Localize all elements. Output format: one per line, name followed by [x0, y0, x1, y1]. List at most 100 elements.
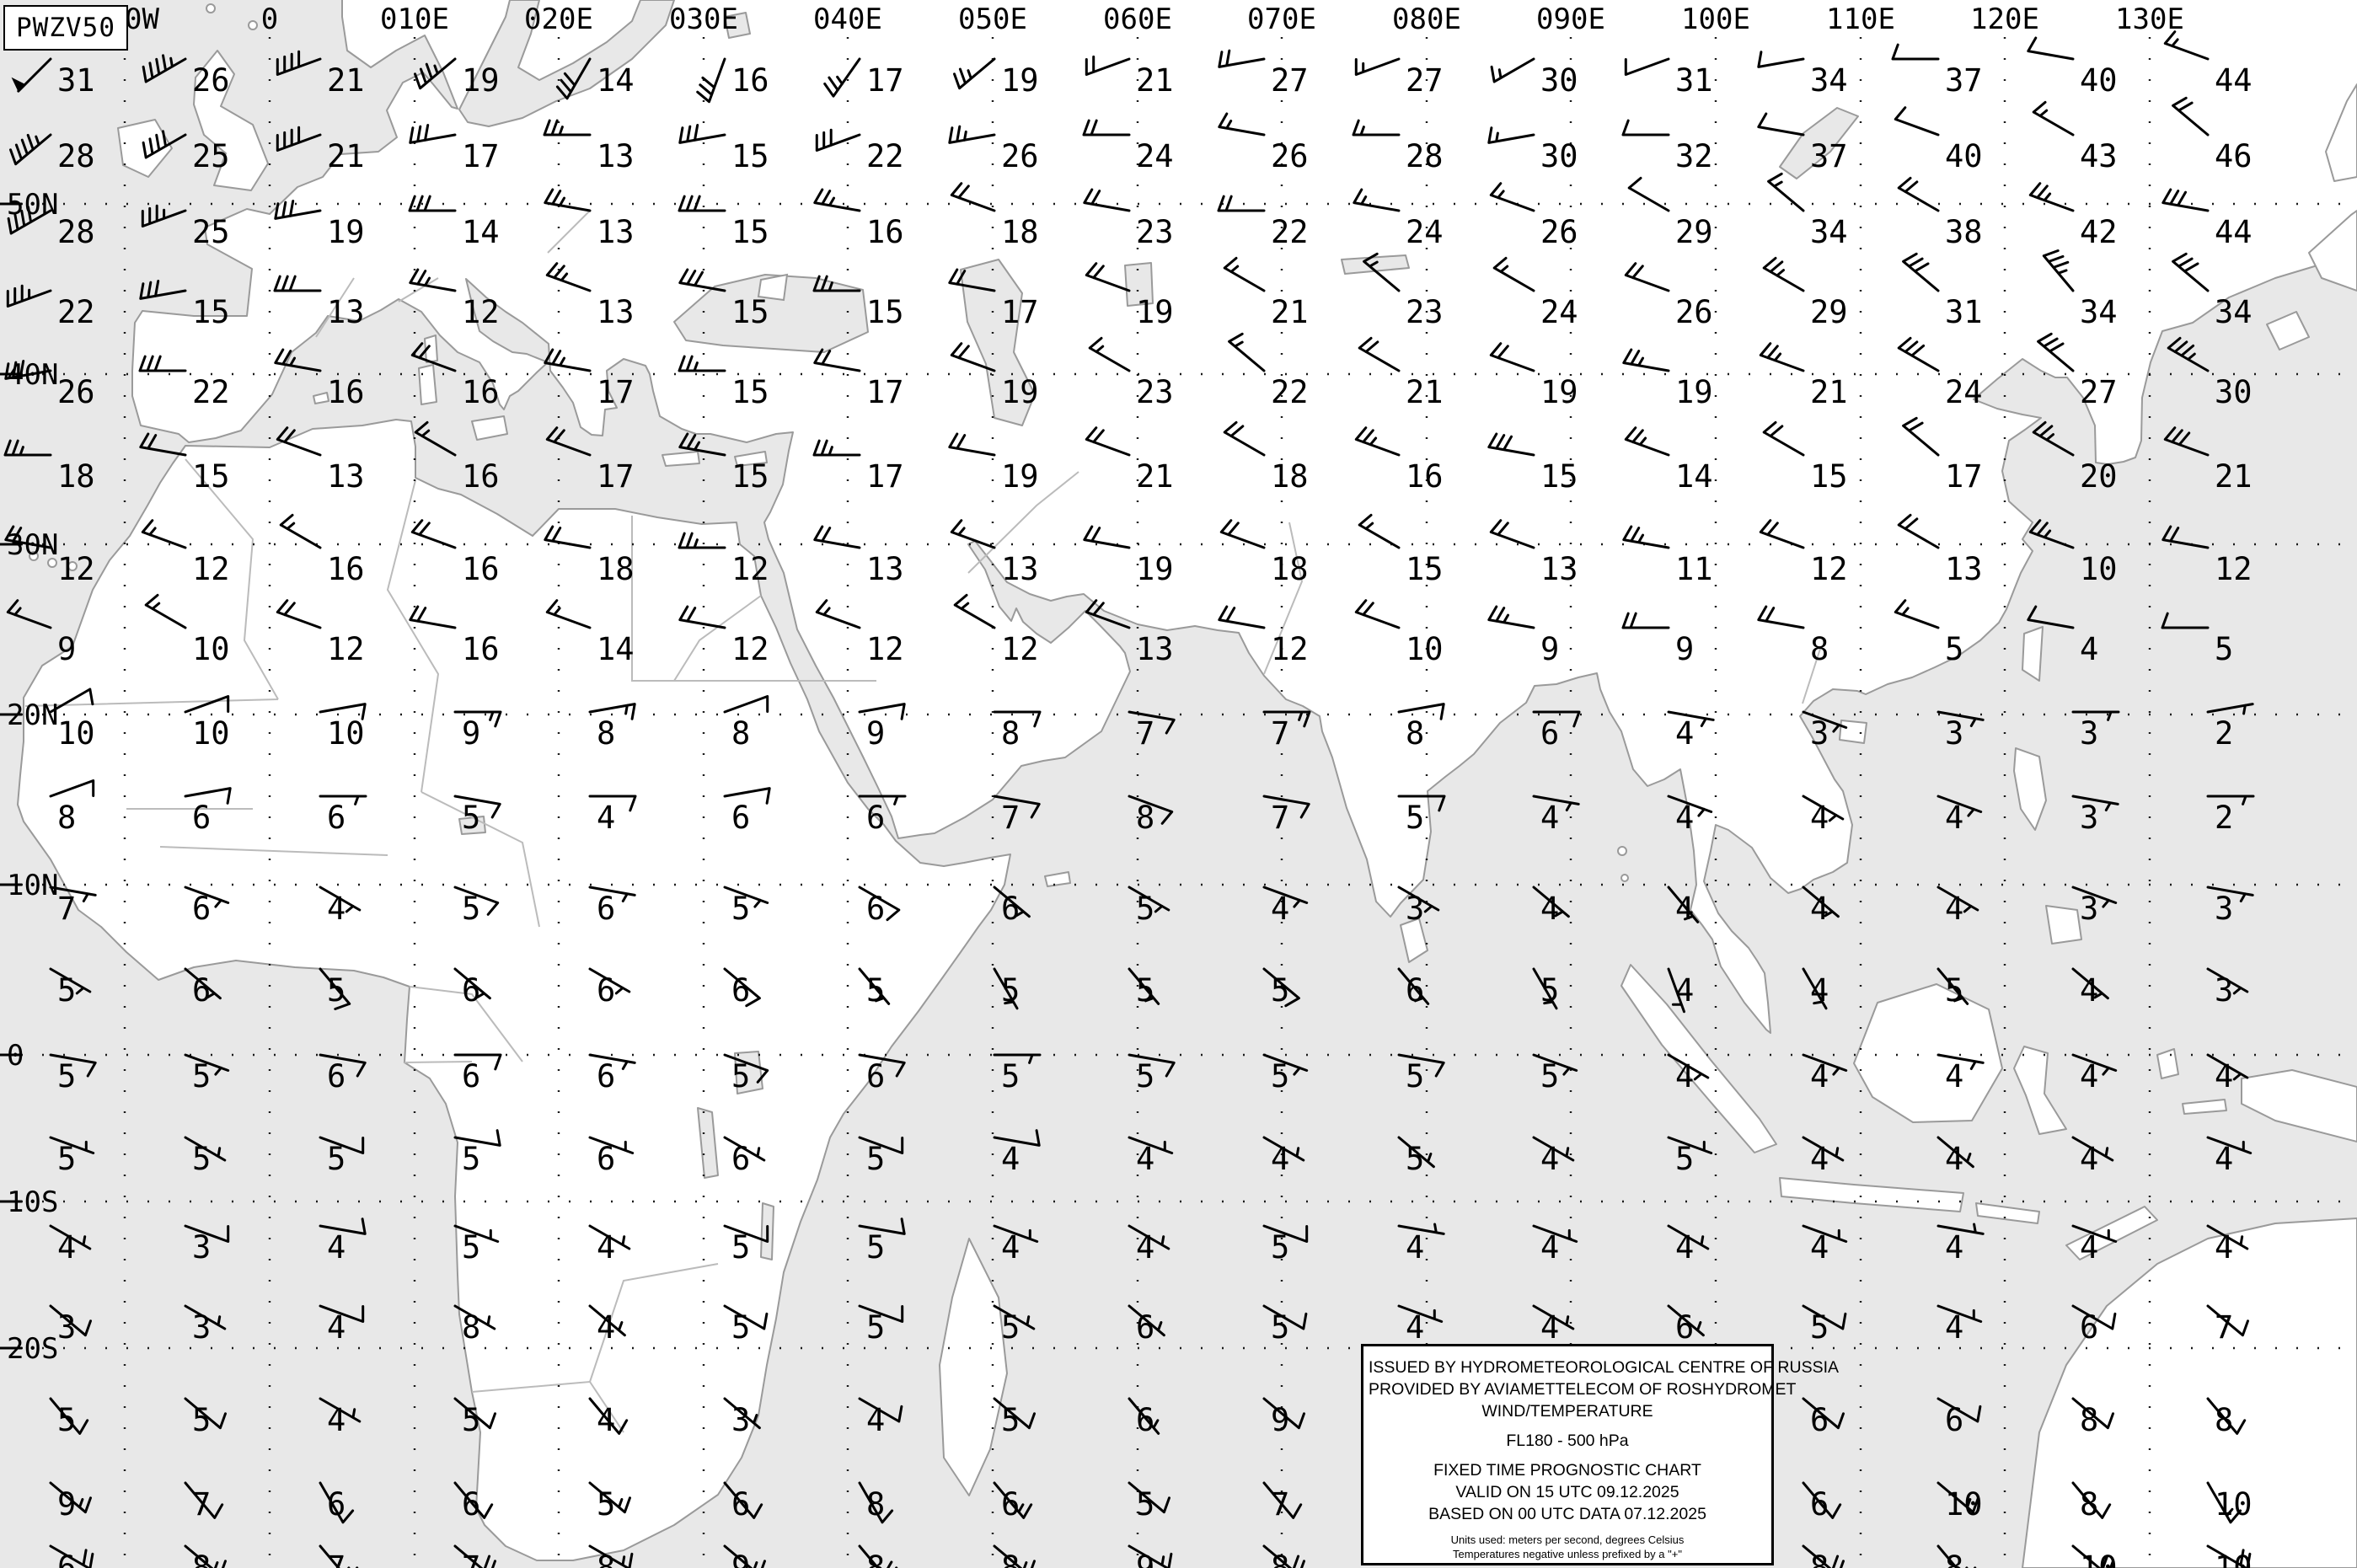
wind-station: 21	[2163, 426, 2253, 495]
wind-barb	[184, 1544, 227, 1568]
wind-station: 8	[858, 1544, 898, 1568]
wind-station: 8	[49, 779, 95, 836]
temperature-value: 6	[1136, 1309, 1154, 1346]
wind-station: 5	[184, 1136, 227, 1177]
wind-barb	[1218, 49, 1266, 68]
wind-barb	[49, 1224, 92, 1250]
temperature-value: 12	[1271, 631, 1309, 667]
crimea-peninsula	[757, 273, 789, 302]
temperature-value: 26	[57, 374, 95, 410]
wind-barb	[1667, 1136, 1713, 1154]
wind-station: 13	[544, 188, 635, 250]
wind-station: 4	[319, 886, 362, 927]
temperature-value: 6	[731, 1141, 750, 1177]
wind-station: 15	[678, 124, 769, 174]
temperature-value: 26	[1271, 138, 1309, 174]
wind-station: 31	[11, 57, 95, 99]
wind-barb	[2071, 710, 2120, 721]
temperature-value: 16	[1406, 458, 1444, 495]
wind-station: 6	[588, 1053, 636, 1094]
wind-station: 5	[49, 1397, 89, 1438]
wind-barb	[1757, 605, 1805, 629]
socotra-island	[1044, 871, 1071, 887]
temperature-value: 24	[1945, 374, 1983, 410]
wind-station: 3	[2071, 795, 2119, 836]
temperature-value: 40	[1945, 138, 1983, 174]
wind-barb	[1490, 57, 1535, 83]
temperature-value: 4	[327, 891, 346, 927]
wind-station: 5	[1128, 1481, 1170, 1523]
wind-station: 27	[1218, 49, 1309, 99]
wind-barb	[1262, 1304, 1308, 1330]
temperature-value: 21	[1271, 294, 1309, 330]
wind-barb	[2071, 1224, 2118, 1243]
temperature-value: 3	[2080, 715, 2098, 752]
wind-barb	[2028, 519, 2075, 549]
wind-station: 26	[948, 125, 1039, 174]
wind-barb	[950, 182, 996, 212]
temperature-value: 6	[1001, 891, 1020, 927]
wind-station: 3	[1802, 710, 1848, 752]
temperature-value: 4	[57, 1229, 76, 1266]
longitude-label: 080E	[1392, 3, 1461, 36]
temperature-value: 4	[597, 1309, 615, 1346]
latitude-label: 0	[7, 1039, 24, 1073]
wind-barb	[1128, 1224, 1170, 1250]
temperature-value: 9	[866, 715, 885, 752]
longitude-label: 110E	[1826, 3, 1895, 36]
wind-station: 4	[1667, 967, 1694, 1014]
wind-station: 6	[723, 967, 761, 1009]
wind-barb	[815, 599, 861, 629]
temperature-value: 5	[327, 1141, 346, 1177]
wind-barb	[723, 1397, 761, 1430]
temperature-value: 21	[2215, 458, 2253, 495]
wind-station: 5	[319, 1136, 365, 1177]
temperature-value: 14	[1675, 458, 1713, 495]
wind-barb	[1802, 967, 1828, 1010]
temperature-value: 16	[327, 551, 365, 587]
issuer-line: ISSUED BY HYDROMETEOROLOGICAL CENTRE OF …	[1369, 1358, 1840, 1377]
wind-station: 6	[453, 1481, 494, 1523]
wind-barb	[453, 967, 491, 1000]
wind-barb	[588, 1481, 631, 1514]
wind-station: 6	[723, 787, 771, 836]
temperature-value: 24	[1136, 138, 1174, 174]
temperature-value: 17	[597, 374, 635, 410]
wind-barb	[9, 133, 52, 166]
wind-barb	[858, 1217, 906, 1235]
wind-barb	[1352, 119, 1401, 136]
halmahera-island	[2156, 1048, 2179, 1079]
wind-barb	[813, 348, 861, 372]
wind-barb	[1936, 967, 1969, 1005]
wind-station: 13	[273, 275, 365, 330]
canary-island	[47, 558, 57, 568]
wind-barb	[1767, 172, 1805, 212]
wind-barb	[1667, 795, 1713, 817]
wind-station: 15	[678, 432, 769, 495]
wind-barb	[813, 525, 861, 549]
wind-barb	[184, 1136, 227, 1162]
temperature-value: 4	[1810, 891, 1829, 927]
wind-station: 31	[1624, 57, 1713, 99]
temperature-value: 30	[2215, 374, 2253, 410]
wind-barb	[184, 967, 222, 1000]
canary-island	[29, 551, 39, 561]
wind-station: 10	[49, 688, 95, 752]
wind-barb	[1897, 176, 1940, 212]
wind-station: 2	[2206, 795, 2255, 836]
temperature-value: 4	[1271, 891, 1289, 927]
wind-station: 16	[274, 348, 365, 410]
temperature-value: 5	[1136, 891, 1154, 927]
temperature-value: 16	[462, 551, 500, 587]
wind-station: 28	[9, 133, 95, 174]
wind-station: 8	[588, 703, 636, 752]
temperature-value: 5	[866, 972, 885, 1009]
temperature-value: 9	[57, 1486, 76, 1523]
temperature-value: 26	[1001, 138, 1039, 174]
temperature-value: 4	[1945, 800, 1963, 836]
wind-barb	[49, 1136, 95, 1154]
wind-station: 4	[1667, 795, 1713, 836]
wind-barb	[1217, 195, 1266, 212]
wind-station: 5	[453, 1397, 496, 1438]
